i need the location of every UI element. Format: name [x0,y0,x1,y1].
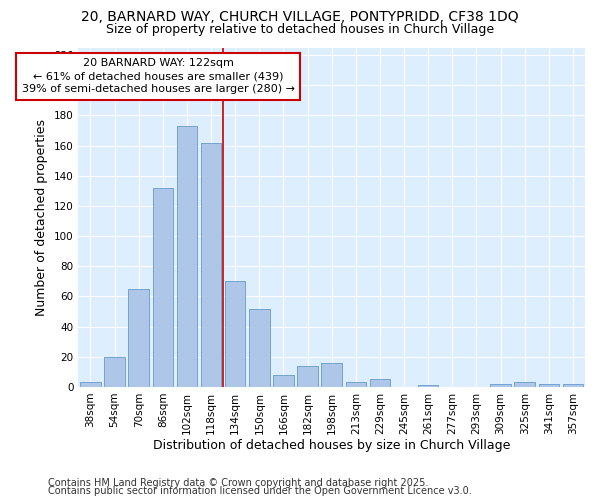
Text: Contains HM Land Registry data © Crown copyright and database right 2025.: Contains HM Land Registry data © Crown c… [48,478,428,488]
Bar [104,357,125,387]
Bar [225,282,245,387]
Bar [370,380,390,387]
Text: 20, BARNARD WAY, CHURCH VILLAGE, PONTYPRIDD, CF38 1DQ: 20, BARNARD WAY, CHURCH VILLAGE, PONTYPR… [81,10,519,24]
Bar [346,382,366,387]
Text: 20 BARNARD WAY: 122sqm
← 61% of detached houses are smaller (439)
39% of semi-de: 20 BARNARD WAY: 122sqm ← 61% of detached… [22,58,295,94]
Bar [177,126,197,387]
Bar [490,384,511,387]
Bar [201,142,221,387]
Bar [563,384,583,387]
Bar [273,375,294,387]
Bar [322,363,342,387]
Bar [418,386,439,387]
Y-axis label: Number of detached properties: Number of detached properties [35,118,48,316]
Text: Contains public sector information licensed under the Open Government Licence v3: Contains public sector information licen… [48,486,472,496]
Bar [514,382,535,387]
Bar [298,366,318,387]
Bar [152,188,173,387]
Bar [80,382,101,387]
Bar [128,289,149,387]
X-axis label: Distribution of detached houses by size in Church Village: Distribution of detached houses by size … [153,440,511,452]
Bar [539,384,559,387]
Text: Size of property relative to detached houses in Church Village: Size of property relative to detached ho… [106,22,494,36]
Bar [249,308,269,387]
